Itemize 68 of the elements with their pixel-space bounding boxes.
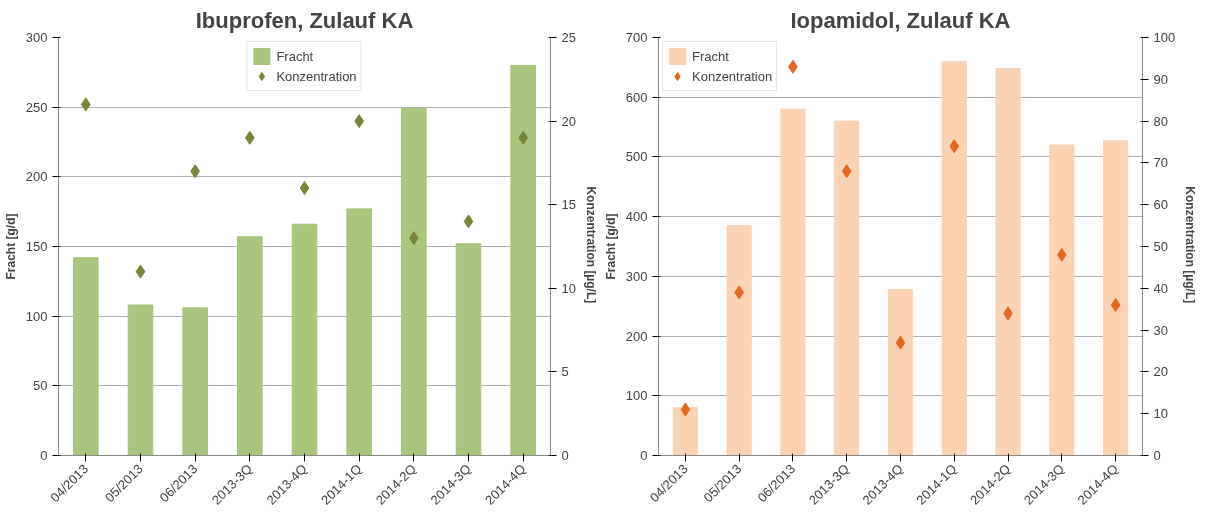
y-tick-label: 100 bbox=[25, 308, 48, 324]
point bbox=[841, 164, 852, 179]
y2-tick-label: 30 bbox=[1153, 322, 1168, 338]
y-tick-label: 500 bbox=[625, 149, 648, 165]
bar bbox=[510, 64, 536, 456]
y-axis-title: Fracht [g/d] bbox=[3, 213, 18, 280]
y2-axis-title: Konzentration [µg/L] bbox=[583, 186, 598, 304]
y-tick-label: 150 bbox=[25, 239, 48, 254]
y2-tick-label: 0 bbox=[561, 448, 569, 463]
y-tick-label: 250 bbox=[25, 99, 48, 115]
point bbox=[949, 139, 960, 154]
y-tick-label: 700 bbox=[625, 30, 648, 45]
y-tick-label: 600 bbox=[625, 89, 648, 105]
bar bbox=[182, 307, 208, 456]
legend-label: Fracht bbox=[692, 48, 729, 64]
point bbox=[463, 214, 474, 229]
y-tick-label: 200 bbox=[625, 328, 648, 344]
bar bbox=[291, 223, 318, 456]
y2-tick-label: 50 bbox=[1153, 239, 1168, 254]
y2-tick-label: 70 bbox=[1153, 155, 1168, 171]
y2-tick-label: 40 bbox=[1153, 280, 1168, 296]
y2-tick-label: 15 bbox=[561, 197, 576, 213]
bar bbox=[672, 407, 698, 456]
chart-title: Ibuprofen, Zulauf KA bbox=[195, 7, 414, 33]
y-axis-title: Fracht [g/d] bbox=[603, 213, 618, 280]
point bbox=[135, 264, 146, 279]
bar bbox=[346, 208, 372, 456]
y-tick-label: 300 bbox=[625, 268, 648, 284]
bar bbox=[887, 288, 914, 456]
y-tick-label: 400 bbox=[625, 209, 648, 225]
y2-tick-label: 90 bbox=[1153, 71, 1168, 87]
y2-tick-label: 10 bbox=[561, 280, 576, 296]
y2-tick-label: 25 bbox=[561, 30, 576, 45]
y-tick-label: 0 bbox=[640, 448, 648, 463]
bar bbox=[1103, 140, 1129, 456]
bar bbox=[834, 120, 860, 456]
y-tick-label: 100 bbox=[625, 388, 648, 404]
bar bbox=[995, 68, 1021, 456]
point bbox=[299, 180, 310, 195]
bar bbox=[401, 108, 427, 456]
point bbox=[1110, 298, 1121, 313]
y2-tick-label: 5 bbox=[561, 364, 569, 380]
legend-label: Fracht bbox=[276, 48, 314, 64]
bar bbox=[941, 60, 967, 456]
y2-tick-label: 80 bbox=[1153, 113, 1168, 129]
y2-tick-label: 10 bbox=[1153, 406, 1168, 422]
y2-tick-label: 20 bbox=[561, 113, 576, 129]
bar bbox=[780, 108, 806, 456]
y-tick-label: 50 bbox=[33, 378, 48, 394]
bar bbox=[127, 304, 154, 456]
y2-tick-label: 60 bbox=[1153, 197, 1168, 213]
bar bbox=[237, 236, 263, 456]
y-tick-label: 200 bbox=[25, 169, 48, 185]
bar bbox=[1049, 144, 1075, 456]
y-tick-label: 0 bbox=[40, 448, 48, 463]
chart-title: Iopamidol, Zulauf KA bbox=[790, 7, 1011, 33]
point bbox=[895, 335, 906, 350]
y2-axis-title: Konzentration [µg/L] bbox=[1183, 186, 1198, 304]
y2-tick-label: 0 bbox=[1153, 448, 1161, 463]
bar bbox=[455, 243, 482, 456]
legend-label: Konzentration bbox=[276, 68, 357, 84]
bar bbox=[73, 257, 99, 456]
y-tick-label: 300 bbox=[25, 30, 48, 45]
point bbox=[680, 402, 691, 417]
bar bbox=[726, 225, 752, 456]
y2-tick-label: 20 bbox=[1153, 364, 1168, 380]
y2-tick-label: 100 bbox=[1153, 30, 1176, 45]
legend-label: Konzentration bbox=[692, 68, 773, 84]
